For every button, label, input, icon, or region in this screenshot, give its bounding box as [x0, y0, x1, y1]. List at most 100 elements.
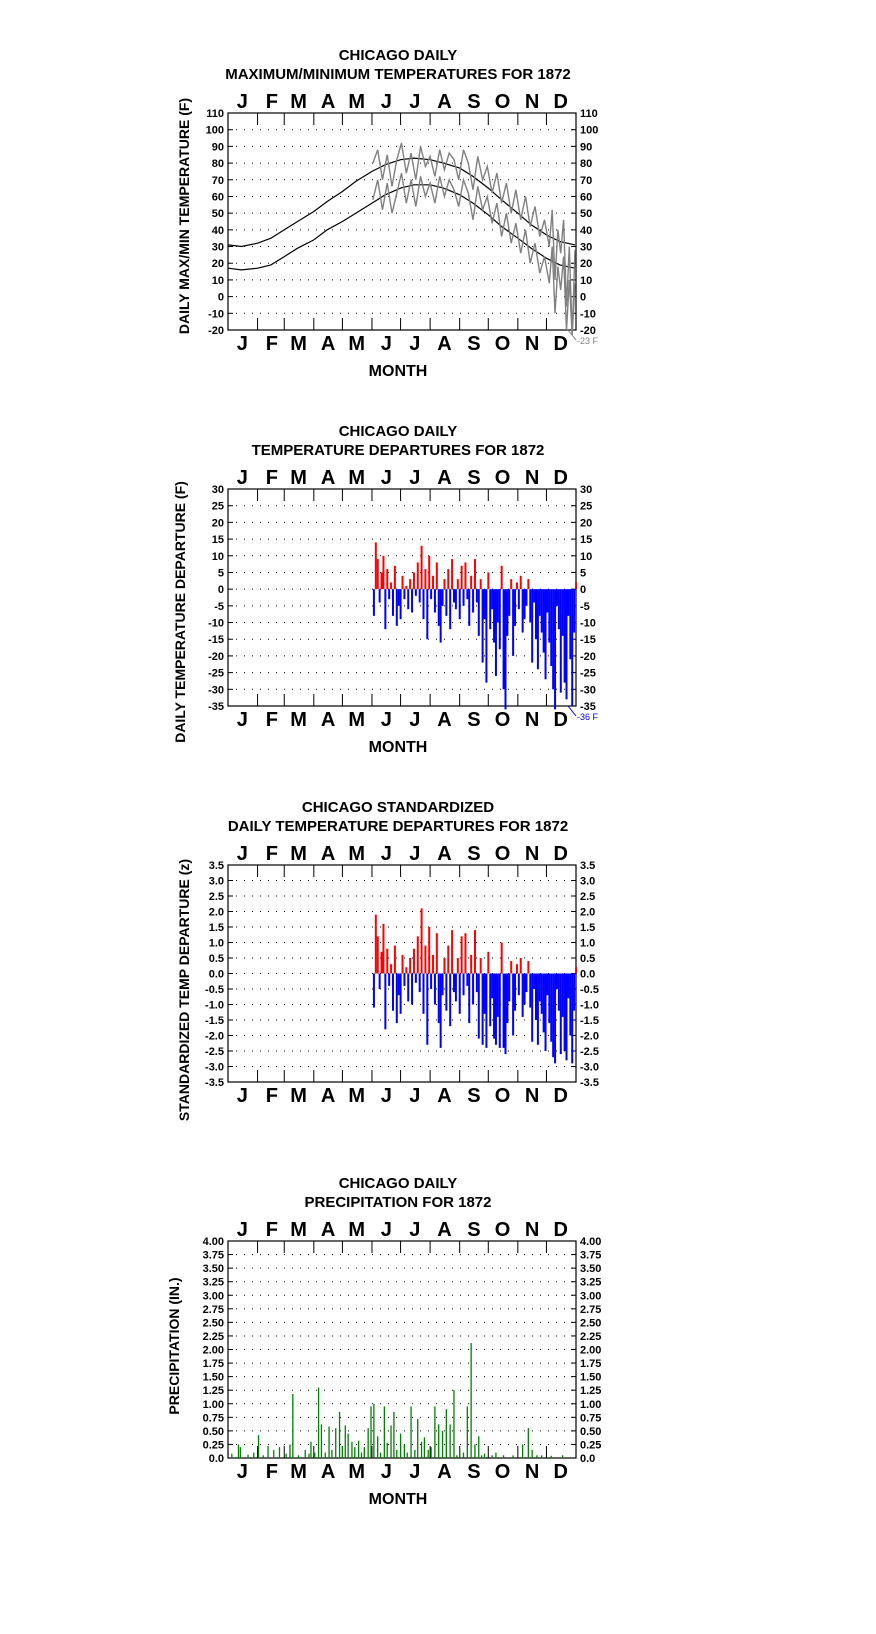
normal-temperature-line — [227, 184, 576, 271]
y-tick-label-right: 4.00 — [580, 1236, 601, 1248]
y-tick-label-left: 0 — [218, 584, 224, 596]
negative-departure-bar — [525, 589, 528, 606]
y-tick-label-left: 2.25 — [203, 1331, 224, 1343]
chart-subtitle: DAILY TEMPERATURE DEPARTURES FOR 1872 — [228, 818, 568, 835]
month-label-bottom: F — [266, 333, 278, 355]
positive-departure-bar — [451, 559, 454, 590]
positive-departure-bar — [428, 555, 431, 590]
positive-departure-bar — [374, 914, 377, 974]
annotation-leader — [567, 329, 577, 341]
y-tick-label-right: -20 — [580, 651, 596, 663]
positive-departure-bar — [405, 967, 408, 974]
y-tick-label-left: 1.75 — [203, 1358, 224, 1370]
negative-departure-bar — [481, 589, 484, 663]
y-tick-label-right: 0 — [580, 292, 586, 304]
y-tick-label-left: 3.0 — [209, 876, 224, 888]
y-tick-label-right: 2.5 — [580, 891, 595, 903]
month-label-top: O — [495, 467, 511, 489]
month-label-bottom: D — [554, 709, 568, 731]
negative-departure-bar — [475, 973, 478, 993]
month-label-bottom: N — [525, 709, 539, 731]
positive-departure-bar — [515, 964, 518, 974]
month-label-top: A — [437, 1219, 451, 1241]
y-tick-label-right: 3.5 — [580, 860, 595, 872]
month-label-top: J — [381, 843, 392, 865]
negative-departure-bar — [493, 589, 496, 643]
chart-2: CHICAGO DAILY TEMPERATURE DEPARTURES FOR … — [172, 423, 599, 756]
positive-departure-bar — [390, 964, 393, 974]
y-tick-label-right: -1.5 — [580, 1015, 599, 1027]
month-label-bottom: A — [321, 1461, 335, 1483]
negative-departure-bar — [538, 589, 541, 616]
negative-departure-bar — [422, 973, 425, 1014]
y-tick-label-right: 10 — [580, 275, 592, 287]
positive-departure-bar — [443, 958, 446, 974]
positive-departure-bar — [527, 579, 530, 590]
negative-departure-bar — [552, 973, 555, 1058]
positive-departure-bar — [405, 585, 408, 590]
month-label-top: D — [554, 467, 568, 489]
negative-departure-bar — [536, 589, 539, 670]
positive-departure-bar — [473, 559, 476, 590]
negative-departure-bar — [512, 589, 515, 656]
chart-subtitle: MAXIMUM/MINIMUM TEMPERATURES FOR 1872 — [225, 66, 571, 83]
negative-departure-bar — [544, 589, 547, 680]
y-tick-label-left: -25 — [208, 668, 224, 680]
month-label-bottom: A — [321, 1085, 335, 1107]
month-label-top: A — [321, 843, 335, 865]
y-tick-label-right: -3.0 — [580, 1062, 599, 1074]
negative-departure-bar — [489, 589, 492, 630]
month-label-top: M — [290, 1219, 307, 1241]
negative-departure-bar — [498, 973, 501, 1048]
negative-departure-bar — [395, 589, 398, 626]
y-tick-label-right: 1.0 — [580, 938, 595, 950]
negative-departure-bar — [542, 973, 545, 1033]
y-tick-label-right: 70 — [580, 175, 592, 187]
month-label-top: D — [554, 91, 568, 113]
negative-departure-bar — [433, 973, 436, 1005]
positive-departure-bar — [432, 954, 435, 974]
y-tick-label-right: 30 — [580, 484, 592, 496]
month-label-bottom: J — [237, 1461, 248, 1483]
y-tick-label-right: -1.0 — [580, 1000, 599, 1012]
negative-departure-bar — [372, 973, 375, 1008]
month-label-bottom: J — [381, 1085, 392, 1107]
negative-departure-bar — [378, 973, 381, 989]
x-axis-label: MONTH — [369, 739, 428, 756]
positive-departure-bar — [409, 958, 412, 974]
chart-title: CHICAGO DAILY — [339, 1175, 458, 1192]
negative-departure-bar — [472, 589, 475, 613]
positive-departure-bar — [386, 569, 389, 590]
y-tick-label-right: 25 — [580, 501, 592, 513]
positive-departure-bar — [575, 967, 578, 974]
y-tick-label-right: 30 — [580, 242, 592, 254]
y-tick-label-left: -30 — [208, 684, 224, 696]
negative-departure-bar — [477, 589, 480, 636]
month-label-bottom: A — [437, 1085, 451, 1107]
y-tick-label-left: 1.25 — [203, 1385, 224, 1397]
y-tick-label-right: 3.50 — [580, 1263, 601, 1275]
positive-departure-bar — [447, 945, 450, 974]
positive-departure-bar — [416, 936, 419, 974]
month-label-top: N — [525, 467, 539, 489]
negative-departure-bar — [550, 589, 553, 666]
y-tick-label-left: 0.0 — [209, 1453, 224, 1465]
y-tick-label-left: 1.00 — [203, 1399, 224, 1411]
negative-departure-bar — [426, 589, 429, 640]
negative-departure-bar — [531, 973, 534, 1042]
negative-departure-bar — [430, 589, 433, 600]
y-tick-label-right: 2.25 — [580, 1331, 601, 1343]
negative-departure-bar — [535, 589, 538, 640]
month-label-bottom: A — [437, 333, 451, 355]
positive-departure-bar — [575, 582, 578, 590]
y-tick-label-right: 20 — [580, 517, 592, 529]
y-tick-label-right: 15 — [580, 534, 592, 546]
negative-departure-bar — [481, 973, 484, 1045]
negative-departure-bar — [554, 973, 557, 1064]
y-tick-label-right: 0 — [580, 584, 586, 596]
y-tick-label-left: -20 — [208, 651, 224, 663]
y-tick-label-left: 110 — [206, 108, 224, 120]
y-tick-label-left: 2.00 — [203, 1345, 224, 1357]
negative-departure-bar — [445, 589, 448, 616]
positive-departure-bar — [412, 572, 415, 590]
